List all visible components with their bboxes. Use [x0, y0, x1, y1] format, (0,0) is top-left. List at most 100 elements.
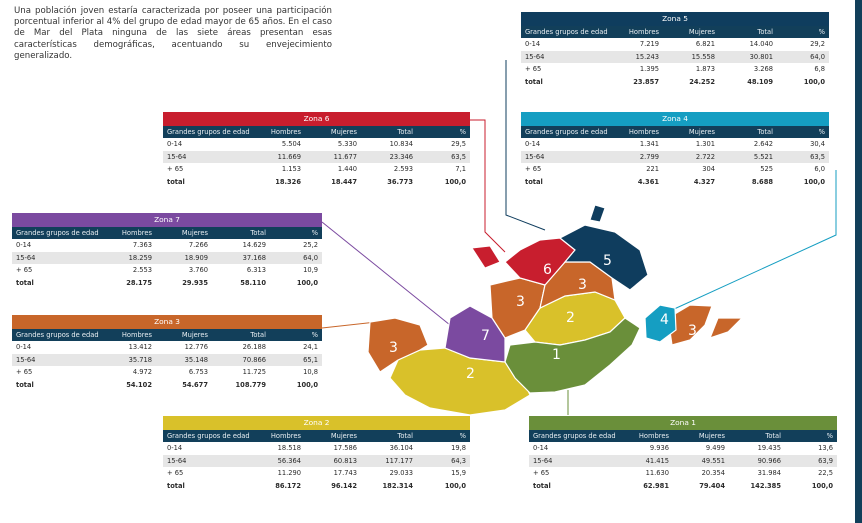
zona7-column-header: Grandes grupos de edad: [12, 227, 104, 240]
zona3-total-cell: 100,0: [270, 378, 322, 391]
zona2-total-cell: 100,0: [417, 479, 470, 492]
zona7-column-header: %: [270, 227, 322, 240]
zona6-column-header: Hombres: [253, 126, 305, 139]
zona3-table-cell: 26.188: [212, 341, 270, 354]
zona-4-title: Zona 4: [521, 112, 829, 126]
zona5-table-cell: 1.395: [611, 63, 663, 76]
zona4-total-cell: 4.327: [663, 175, 719, 188]
zona5-table-cell: 6.821: [663, 38, 719, 51]
zona2-table-cell: 117.177: [361, 454, 417, 468]
zona2-column-header: Mujeres: [305, 430, 361, 443]
zona3-table-cell: 12.776: [156, 341, 212, 354]
zona2-total-cell: 86.172: [253, 479, 305, 492]
zona4-column-header: %: [777, 126, 829, 139]
zona3-table-cell: 11.725: [212, 366, 270, 379]
zona-3-table: Zona 3 Grandes grupos de edad Hombres Muje…: [12, 315, 322, 391]
zona4-table-cell: 525: [719, 163, 777, 176]
zona1-table-cell: 63,9: [785, 454, 837, 468]
zona3-table-cell: 15-64: [12, 353, 104, 367]
zona3-table-cell: 65,1: [270, 353, 322, 367]
zona2-table-cell: 29.033: [361, 467, 417, 480]
zona5-total-cell: 48.109: [719, 75, 777, 88]
zona3-table-cell: 70.866: [212, 353, 270, 367]
zona7-table-cell: 15-64: [12, 251, 104, 265]
zona5-table-cell: 14.040: [719, 38, 777, 51]
zona3-column-header: Mujeres: [156, 329, 212, 342]
zona2-table-cell: 11.290: [253, 467, 305, 480]
zona6-table-cell: 1.153: [253, 163, 305, 176]
zona7-table-cell: + 65: [12, 264, 104, 277]
zona3-table-cell: + 65: [12, 366, 104, 379]
zona4-table-cell: 221: [611, 163, 663, 176]
zona1-table-cell: 49.551: [673, 454, 729, 468]
zona2-table-cell: 18.518: [253, 442, 305, 455]
zona7-table-cell: 64,0: [270, 251, 322, 265]
map-label-zona-3-east: 3: [688, 323, 697, 339]
zona6-table-cell: + 65: [163, 163, 253, 176]
zona1-table-cell: 20.354: [673, 467, 729, 480]
zona1-table-cell: 9.499: [673, 442, 729, 455]
zona5-table-cell: 3.268: [719, 63, 777, 76]
zona7-table-cell: 6.313: [212, 264, 270, 277]
zone-3-west-area: [367, 317, 429, 373]
zona4-table-cell: 30,4: [777, 138, 829, 151]
map-label-zona-1: 1: [552, 347, 561, 363]
zona-2-table: Zona 2 Grandes grupos de edad Hombres Muje…: [163, 416, 470, 492]
zona5-column-header: Grandes grupos de edad: [521, 26, 611, 39]
zona4-table-cell: 0-14: [521, 138, 611, 151]
zone-5-area: [558, 224, 649, 291]
zona3-total-cell: 54.102: [104, 378, 156, 391]
zona7-total-cell: 28.175: [104, 276, 156, 289]
zona7-table-cell: 2.553: [104, 264, 156, 277]
zona6-table-cell: 11.677: [305, 150, 361, 164]
zona-1-title: Zona 1: [529, 416, 837, 430]
zona6-total-cell: 18.447: [305, 175, 361, 188]
map-label-zona-2-north: 2: [566, 310, 575, 326]
zona1-table-cell: 41.415: [621, 454, 673, 468]
zona2-table-cell: + 65: [163, 467, 253, 480]
zona1-total-cell: 100,0: [785, 479, 837, 492]
zona4-total-cell: 4.361: [611, 175, 663, 188]
zona7-table-cell: 25,2: [270, 239, 322, 252]
zona7-table-cell: 18.909: [156, 251, 212, 265]
page-edge-bar: [855, 0, 862, 523]
zona7-table-cell: 37.168: [212, 251, 270, 265]
zona7-table-cell: 14.629: [212, 239, 270, 252]
zona6-total-cell: 36.773: [361, 175, 417, 188]
zona5-column-header: Total: [719, 26, 777, 39]
zona2-column-header: Grandes grupos de edad: [163, 430, 253, 443]
zona4-table-cell: 1.301: [663, 138, 719, 151]
zona3-column-header: %: [270, 329, 322, 342]
map-zone-labels: 1 2 3 4 5 6 7 3 3 3 2: [389, 253, 697, 382]
zona7-total-cell: 29.935: [156, 276, 212, 289]
zona2-table-cell: 56.364: [253, 454, 305, 468]
zona7-table-cell: 7.363: [104, 239, 156, 252]
zona4-table-cell: 2.642: [719, 138, 777, 151]
zone-4-area: [644, 304, 677, 343]
zona7-total-cell: 100,0: [270, 276, 322, 289]
zona1-column-header: Total: [729, 430, 785, 443]
zona3-table-cell: 0-14: [12, 341, 104, 354]
zona5-table-cell: 0-14: [521, 38, 611, 51]
zona1-table-cell: 15-64: [529, 454, 621, 468]
zona5-total-cell: 24.252: [663, 75, 719, 88]
zona4-table-cell: 5.521: [719, 150, 777, 164]
zona4-column-header: Mujeres: [663, 126, 719, 139]
zona6-column-header: %: [417, 126, 470, 139]
zona2-total-cell: 96.142: [305, 479, 361, 492]
zona6-table-cell: 23.346: [361, 150, 417, 164]
zona5-table-cell: 64,0: [777, 50, 829, 64]
zona4-column-header: Total: [719, 126, 777, 139]
zona4-table-cell: 15-64: [521, 150, 611, 164]
zona6-table-cell: 5.330: [305, 138, 361, 151]
zona3-total-cell: total: [12, 378, 104, 391]
zona6-total-cell: 18.326: [253, 175, 305, 188]
zona5-table-cell: 15.243: [611, 50, 663, 64]
zona5-table-cell: 15.558: [663, 50, 719, 64]
zona7-table-cell: 0-14: [12, 239, 104, 252]
zona6-table-cell: 11.669: [253, 150, 305, 164]
zona1-table-cell: 9.936: [621, 442, 673, 455]
zona3-total-cell: 108.779: [212, 378, 270, 391]
zona1-column-header: Mujeres: [673, 430, 729, 443]
zona2-table-cell: 15-64: [163, 454, 253, 468]
